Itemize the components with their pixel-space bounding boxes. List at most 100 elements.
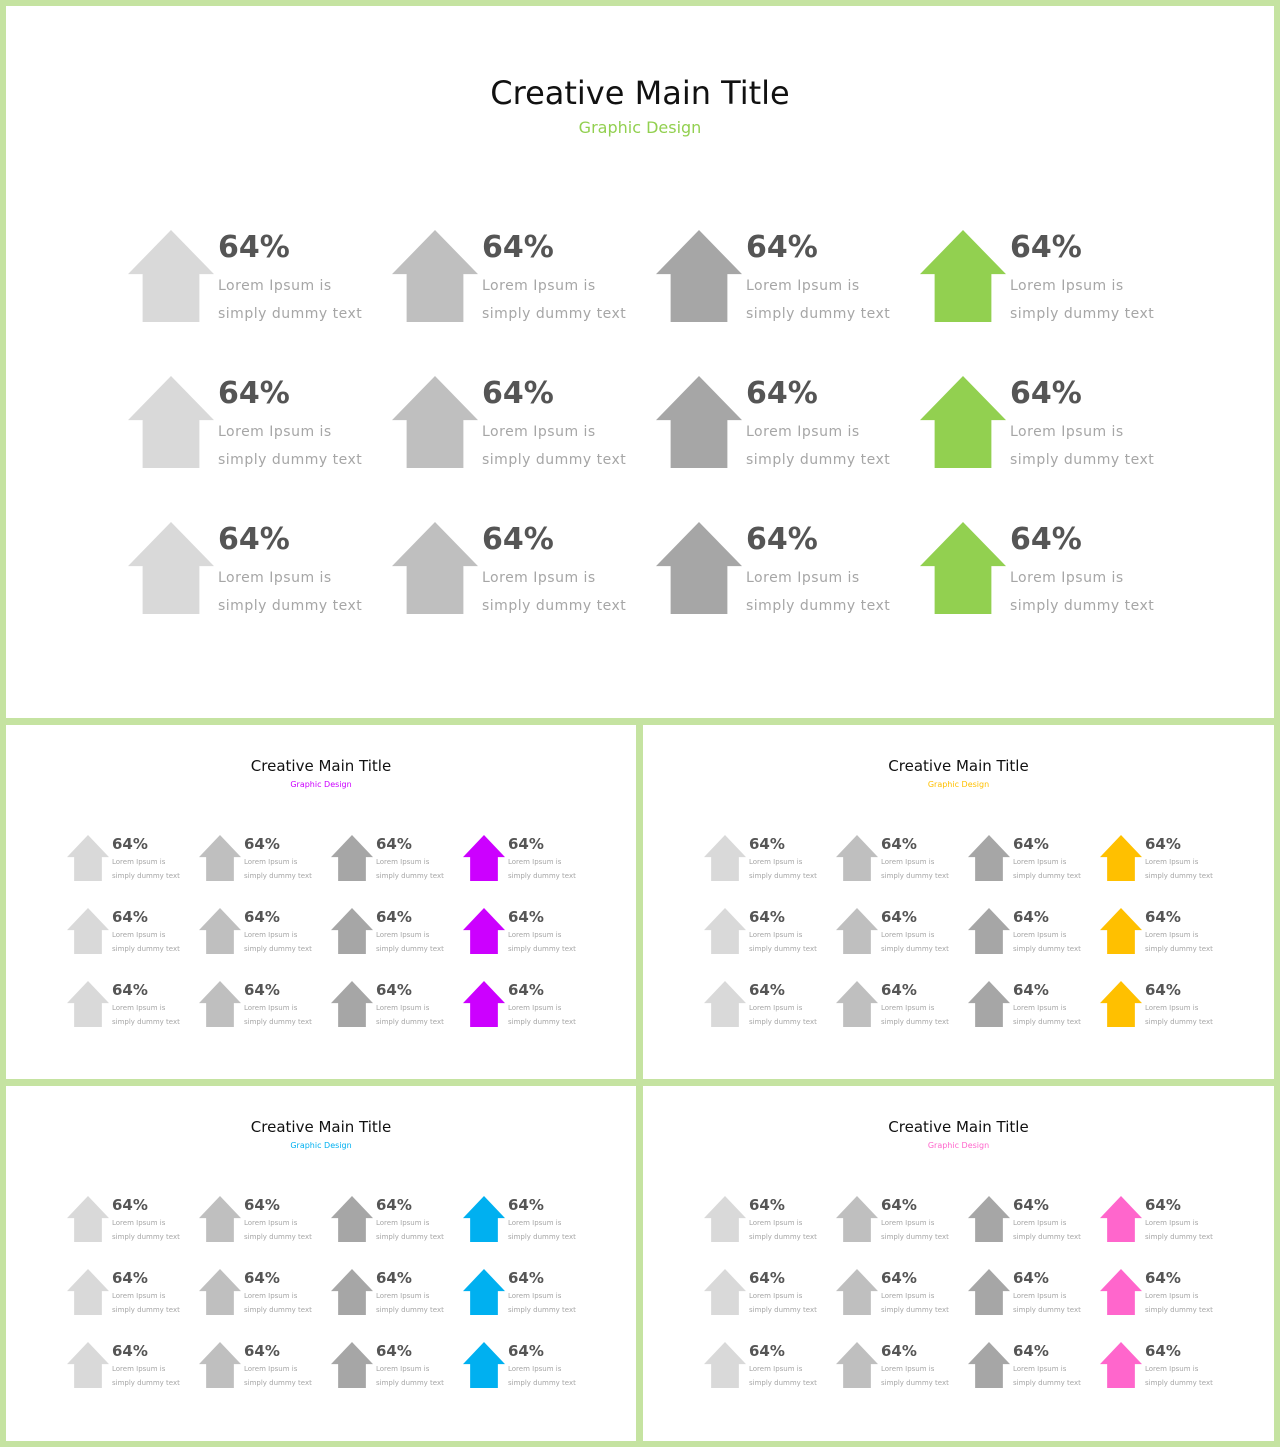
stat-value: 64% (508, 1342, 544, 1360)
stat-description-line1: Lorem Ipsum is (1145, 1365, 1199, 1373)
stat-item: 64% Lorem Ipsum is simply dummy text (1100, 1196, 1220, 1246)
stat-item: 64% Lorem Ipsum is simply dummy text (392, 230, 632, 330)
stat-value: 64% (1145, 981, 1181, 999)
stat-value: 64% (482, 522, 554, 557)
stat-description-line1: Lorem Ipsum is (376, 1365, 430, 1373)
stat-description-line2: simply dummy text (1145, 1018, 1213, 1026)
stat-value: 64% (376, 981, 412, 999)
stat-value: 64% (244, 981, 280, 999)
stat-item: 64% Lorem Ipsum is simply dummy text (331, 835, 451, 885)
stat-description-line1: Lorem Ipsum is (376, 1219, 430, 1227)
slide-subtitle: Graphic Design (578, 118, 702, 137)
up-arrow-icon (836, 908, 878, 954)
stat-description-line2: simply dummy text (749, 872, 817, 880)
stat-value: 64% (244, 835, 280, 853)
stat-description-line2: simply dummy text (376, 1233, 444, 1241)
up-arrow-icon (331, 835, 373, 881)
stat-description-line1: Lorem Ipsum is (244, 1219, 298, 1227)
stat-description-line1: Lorem Ipsum is (881, 1365, 935, 1373)
up-arrow-icon (836, 981, 878, 1027)
slide-subtitle: Graphic Design (927, 1141, 990, 1150)
stat-description-line2: simply dummy text (881, 1233, 949, 1241)
up-arrow-icon (199, 1342, 241, 1388)
stat-item: 64% Lorem Ipsum is simply dummy text (968, 1196, 1088, 1246)
stat-value: 64% (1145, 1342, 1181, 1360)
stat-value: 64% (376, 1196, 412, 1214)
stat-item: 64% Lorem Ipsum is simply dummy text (836, 1342, 956, 1392)
stat-value: 64% (244, 1269, 280, 1287)
slide-title: Creative Main Title (250, 757, 392, 775)
stat-item: 64% Lorem Ipsum is simply dummy text (463, 835, 583, 885)
stat-item: 64% Lorem Ipsum is simply dummy text (656, 522, 896, 622)
stat-value: 64% (749, 1269, 785, 1287)
stat-description-line1: Lorem Ipsum is (508, 1292, 562, 1300)
stat-description-line1: Lorem Ipsum is (881, 1004, 935, 1012)
stat-description-line1: Lorem Ipsum is (112, 1365, 166, 1373)
stat-item: 64% Lorem Ipsum is simply dummy text (968, 835, 1088, 885)
up-arrow-icon (331, 1269, 373, 1315)
up-arrow-icon (1100, 1196, 1142, 1242)
stat-description-line1: Lorem Ipsum is (749, 1292, 803, 1300)
stat-item: 64% Lorem Ipsum is simply dummy text (67, 1269, 187, 1319)
stat-item: 64% Lorem Ipsum is simply dummy text (199, 981, 319, 1031)
stat-item: 64% Lorem Ipsum is simply dummy text (331, 1269, 451, 1319)
stat-value: 64% (746, 522, 818, 557)
stat-description-line1: Lorem Ipsum is (746, 424, 860, 440)
stat-item: 64% Lorem Ipsum is simply dummy text (67, 1196, 187, 1246)
up-arrow-icon (67, 1269, 109, 1315)
stat-description-line2: simply dummy text (112, 1233, 180, 1241)
stat-description-line2: simply dummy text (881, 1018, 949, 1026)
slide-blue: Creative Main Title Graphic Design 64% Lo… (6, 1086, 636, 1441)
slide-pink: Creative Main Title Graphic Design 64% Lo… (643, 1086, 1274, 1441)
stat-description-line2: simply dummy text (1010, 452, 1155, 468)
stat-item: 64% Lorem Ipsum is simply dummy text (67, 1342, 187, 1392)
stat-value: 64% (1010, 230, 1082, 265)
stat-item: 64% Lorem Ipsum is simply dummy text (199, 1196, 319, 1246)
up-arrow-icon (968, 835, 1010, 881)
stat-value: 64% (749, 1196, 785, 1214)
stat-value: 64% (749, 908, 785, 926)
stat-item: 64% Lorem Ipsum is simply dummy text (1100, 908, 1220, 958)
stat-value: 64% (376, 1342, 412, 1360)
stat-description-line2: simply dummy text (749, 1018, 817, 1026)
stat-description-line2: simply dummy text (1145, 945, 1213, 953)
stat-description-line2: simply dummy text (1013, 945, 1081, 953)
stat-item: 64% Lorem Ipsum is simply dummy text (704, 981, 824, 1031)
stat-value: 64% (1010, 376, 1082, 411)
stat-description-line1: Lorem Ipsum is (508, 858, 562, 866)
stat-item: 64% Lorem Ipsum is simply dummy text (920, 376, 1160, 476)
stat-description-line2: simply dummy text (376, 1306, 444, 1314)
stat-item: 64% Lorem Ipsum is simply dummy text (704, 1269, 824, 1319)
stat-item: 64% Lorem Ipsum is simply dummy text (199, 908, 319, 958)
stat-description-line1: Lorem Ipsum is (508, 1365, 562, 1373)
stat-value: 64% (112, 1196, 148, 1214)
stat-item: 64% Lorem Ipsum is simply dummy text (1100, 835, 1220, 885)
stat-description-line2: simply dummy text (881, 1379, 949, 1387)
up-arrow-icon (656, 376, 742, 468)
up-arrow-icon (1100, 1269, 1142, 1315)
up-arrow-icon (704, 908, 746, 954)
up-arrow-icon (1100, 1342, 1142, 1388)
stat-description-line2: simply dummy text (749, 1379, 817, 1387)
stat-description-line2: simply dummy text (749, 945, 817, 953)
stat-description-line2: simply dummy text (1145, 872, 1213, 880)
stat-item: 64% Lorem Ipsum is simply dummy text (704, 835, 824, 885)
stat-value: 64% (1145, 908, 1181, 926)
stat-value: 64% (376, 908, 412, 926)
stat-description-line1: Lorem Ipsum is (1145, 1292, 1199, 1300)
stat-description-line2: simply dummy text (376, 872, 444, 880)
up-arrow-icon (1100, 908, 1142, 954)
stat-value: 64% (376, 1269, 412, 1287)
up-arrow-icon (331, 981, 373, 1027)
stat-description-line1: Lorem Ipsum is (218, 424, 332, 440)
stat-description-line1: Lorem Ipsum is (1145, 931, 1199, 939)
stat-item: 64% Lorem Ipsum is simply dummy text (199, 835, 319, 885)
stat-description-line1: Lorem Ipsum is (1013, 1004, 1067, 1012)
stat-value: 64% (376, 835, 412, 853)
up-arrow-icon (836, 1342, 878, 1388)
stat-item: 64% Lorem Ipsum is simply dummy text (463, 1342, 583, 1392)
stat-value: 64% (1145, 1269, 1181, 1287)
stat-description-line1: Lorem Ipsum is (746, 570, 860, 586)
up-arrow-icon (128, 230, 214, 322)
stat-description-line1: Lorem Ipsum is (508, 1004, 562, 1012)
